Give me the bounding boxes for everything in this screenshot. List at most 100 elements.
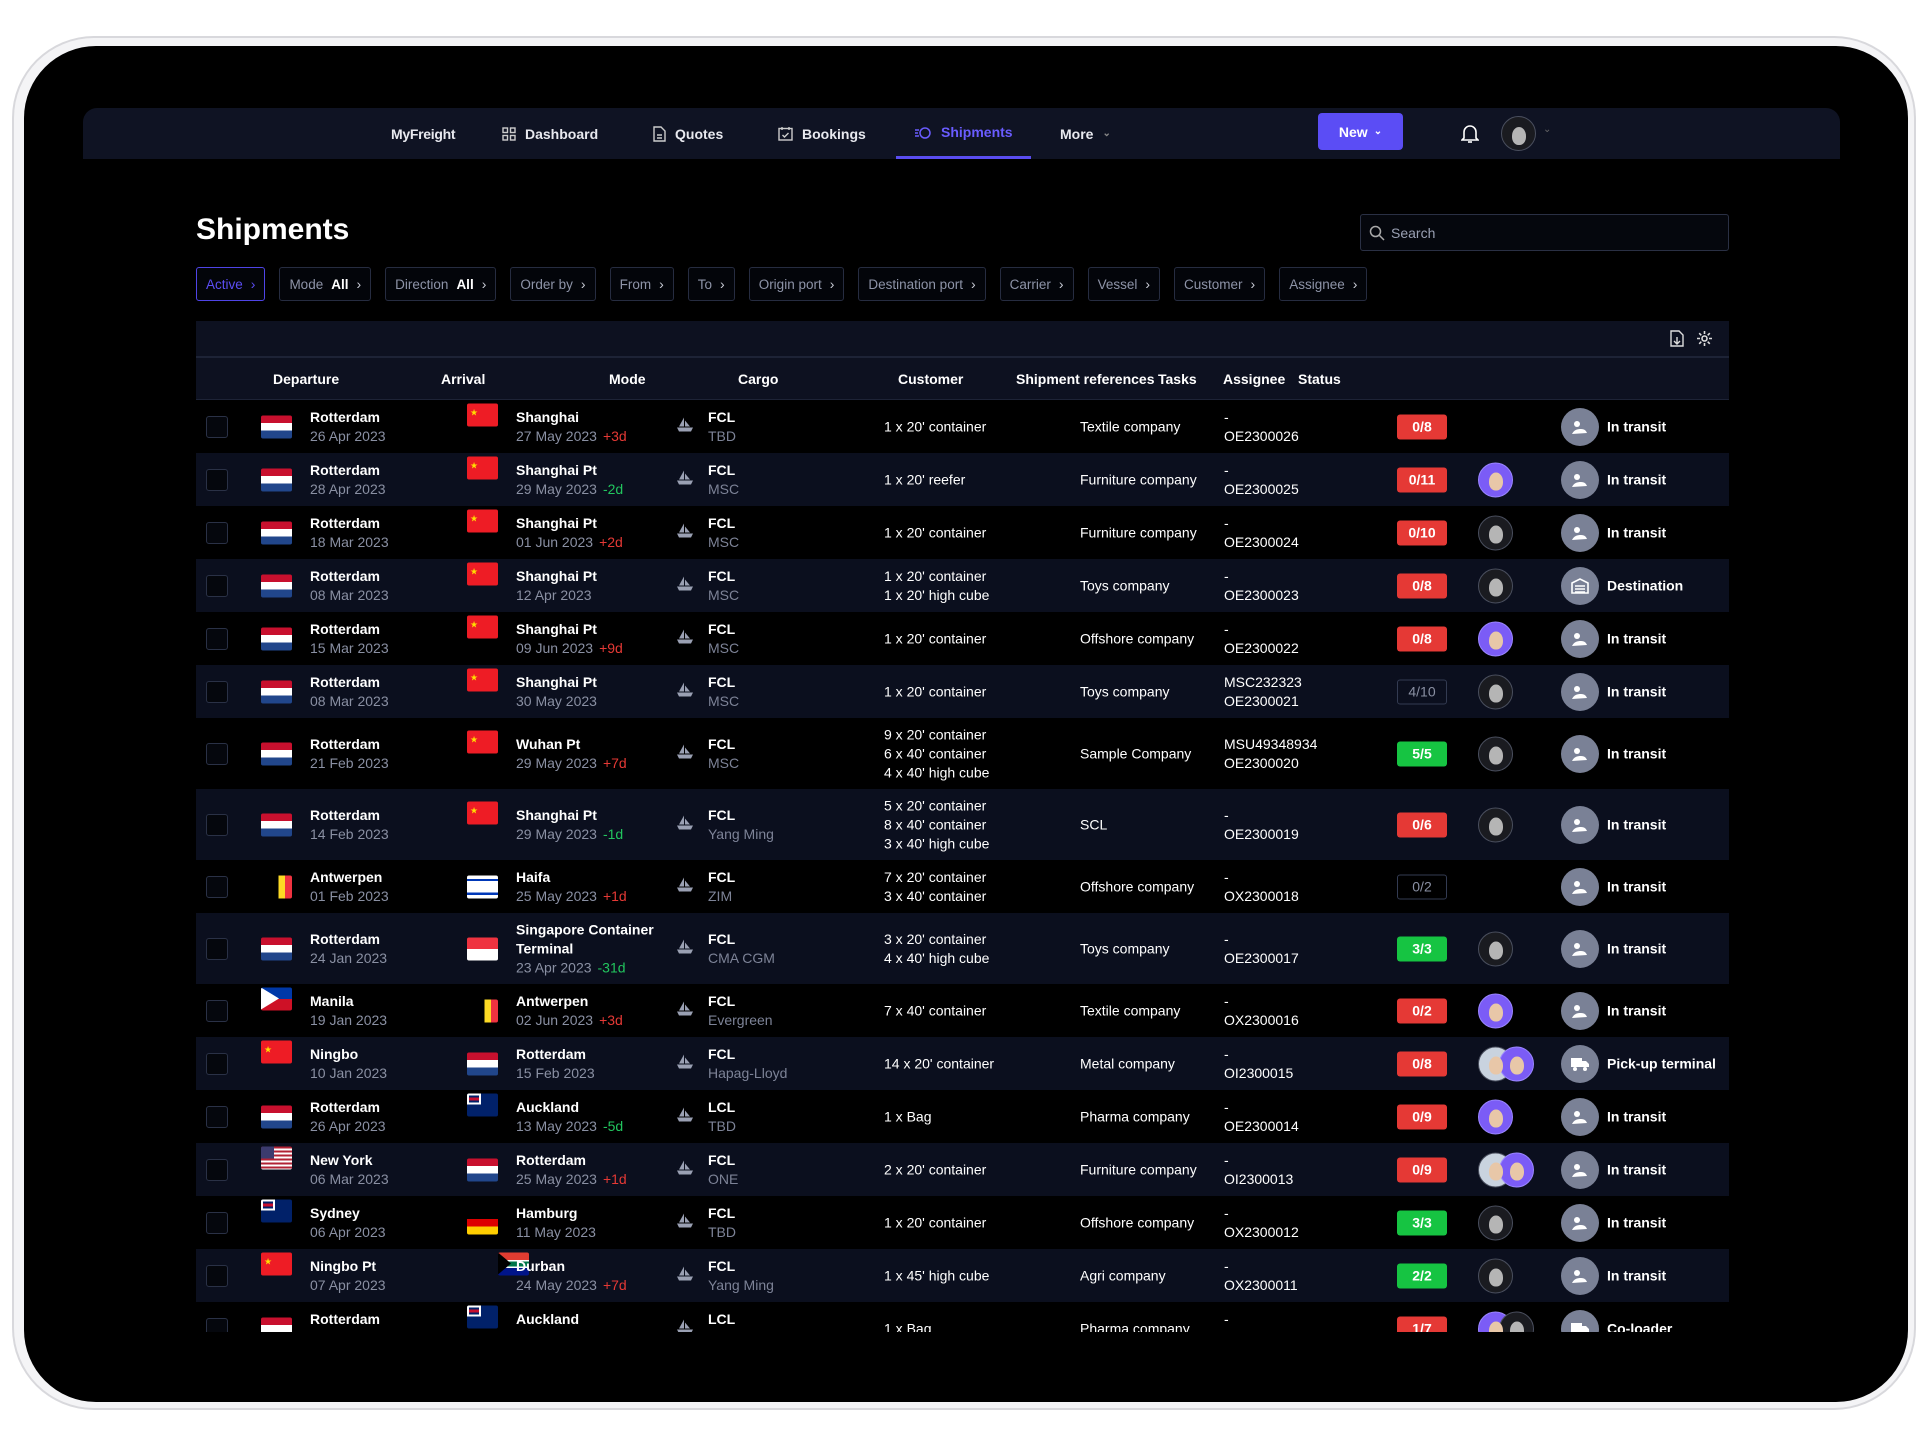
row-checkbox[interactable] bbox=[206, 937, 228, 960]
tasks-badge[interactable]: 3/3 bbox=[1397, 936, 1447, 961]
tasks-badge[interactable]: 0/2 bbox=[1397, 874, 1447, 899]
filter-origin-port[interactable]: Origin port › bbox=[748, 267, 845, 301]
filter-from[interactable]: From › bbox=[609, 267, 674, 301]
row-checkbox[interactable] bbox=[206, 627, 228, 650]
assignee-avatars[interactable] bbox=[1478, 931, 1513, 966]
table-row[interactable]: Rotterdam 05 Mar 2023 Auckland 30 Mar 2023 L… bbox=[196, 1302, 1729, 1332]
column-header-status[interactable]: Status bbox=[1298, 370, 1341, 387]
table-row[interactable]: Rotterdam 08 Mar 2023 Shanghai Pt 30 May 20… bbox=[196, 665, 1729, 718]
filter-customer[interactable]: Customer › bbox=[1174, 267, 1266, 301]
search-box[interactable] bbox=[1360, 214, 1729, 251]
tasks-badge[interactable]: 0/8 bbox=[1397, 1051, 1447, 1076]
assignee-avatars[interactable] bbox=[1478, 736, 1513, 771]
tasks-badge[interactable]: 0/2 bbox=[1397, 998, 1447, 1023]
filter-order-by[interactable]: Order by › bbox=[510, 267, 596, 301]
row-checkbox[interactable] bbox=[206, 1264, 228, 1287]
tasks-badge[interactable]: 0/10 bbox=[1397, 520, 1447, 545]
tasks-badge[interactable]: 0/6 bbox=[1397, 812, 1447, 837]
row-checkbox[interactable] bbox=[206, 521, 228, 544]
table-row[interactable]: Rotterdam 24 Jan 2023 Singapore Container … bbox=[196, 913, 1729, 984]
row-checkbox[interactable] bbox=[206, 813, 228, 836]
assignee-avatars[interactable] bbox=[1478, 1099, 1513, 1134]
tasks-badge[interactable]: 0/11 bbox=[1397, 467, 1447, 492]
table-row[interactable]: Manila 19 Jan 2023 Antwerpen 02 Jun 2023 +3d… bbox=[196, 984, 1729, 1037]
bell-icon[interactable] bbox=[1461, 123, 1479, 144]
column-header-assignee[interactable]: Assignee bbox=[1223, 370, 1286, 387]
table-row[interactable]: Ningbo 10 Jan 2023 Rotterdam 15 Feb 2023 FCL… bbox=[196, 1037, 1729, 1090]
row-checkbox[interactable] bbox=[206, 875, 228, 898]
filter-assignee[interactable]: Assignee › bbox=[1279, 267, 1368, 301]
table-row[interactable]: Rotterdam 08 Mar 2023 Shanghai Pt 12 Apr 20… bbox=[196, 559, 1729, 612]
filter-mode[interactable]: Mode All › bbox=[279, 267, 372, 301]
tasks-badge[interactable]: 0/9 bbox=[1397, 1104, 1447, 1129]
row-checkbox[interactable] bbox=[206, 468, 228, 491]
row-checkbox[interactable] bbox=[206, 1105, 228, 1128]
tasks-badge[interactable]: 5/5 bbox=[1397, 741, 1447, 766]
assignee-avatars[interactable] bbox=[1478, 807, 1513, 842]
new-button[interactable]: New ⌄ bbox=[1318, 113, 1403, 150]
table-row[interactable]: Antwerpen 01 Feb 2023 Haifa 25 May 2023 +1d F… bbox=[196, 860, 1729, 913]
row-checkbox[interactable] bbox=[206, 1317, 228, 1332]
nav-shipments[interactable]: Shipments bbox=[896, 108, 1031, 159]
table-row[interactable]: Sydney 06 Apr 2023 Hamburg 11 May 2023 FCL TB… bbox=[196, 1196, 1729, 1249]
row-checkbox[interactable] bbox=[206, 742, 228, 765]
tasks-badge[interactable]: 0/8 bbox=[1397, 573, 1447, 598]
table-row[interactable]: Rotterdam 21 Feb 2023 Wuhan Pt 29 May 2023 +… bbox=[196, 718, 1729, 789]
assignee-avatars[interactable] bbox=[1478, 1258, 1513, 1293]
nav-more[interactable]: More ⌄ bbox=[1060, 108, 1111, 159]
tasks-badge[interactable]: 3/3 bbox=[1397, 1210, 1447, 1235]
filter-direction[interactable]: Direction All › bbox=[385, 267, 497, 301]
nav-quotes[interactable]: Quotes bbox=[653, 108, 723, 159]
tasks-badge[interactable]: 2/2 bbox=[1397, 1263, 1447, 1288]
filter-vessel[interactable]: Vessel › bbox=[1087, 267, 1161, 301]
assignee-avatars[interactable] bbox=[1478, 993, 1513, 1028]
assignee-avatars[interactable] bbox=[1478, 1311, 1534, 1332]
column-header-customer[interactable]: Customer bbox=[898, 370, 964, 387]
table-row[interactable]: Rotterdam 26 Apr 2023 Shanghai 27 May 2023 +… bbox=[196, 400, 1729, 453]
column-header-tasks[interactable]: Tasks bbox=[1158, 370, 1197, 387]
column-header-arrival[interactable]: Arrival bbox=[441, 370, 486, 387]
tasks-badge[interactable]: 4/10 bbox=[1397, 679, 1447, 704]
table-row[interactable]: Ningbo Pt 07 Apr 2023 Durban 24 May 2023 +7d… bbox=[196, 1249, 1729, 1302]
filter-destination-port[interactable]: Destination port › bbox=[858, 267, 986, 301]
assignee-avatars[interactable] bbox=[1478, 1046, 1534, 1081]
assignee-avatars[interactable] bbox=[1478, 1152, 1534, 1187]
column-header-mode[interactable]: Mode bbox=[609, 370, 646, 387]
filter-carrier[interactable]: Carrier › bbox=[999, 267, 1074, 301]
row-checkbox[interactable] bbox=[206, 415, 228, 438]
assignee-avatars[interactable] bbox=[1478, 1205, 1513, 1240]
row-checkbox[interactable] bbox=[206, 1052, 228, 1075]
row-checkbox[interactable] bbox=[206, 574, 228, 597]
assignee-avatars[interactable] bbox=[1478, 515, 1513, 550]
nav-bookings[interactable]: Bookings bbox=[778, 108, 866, 159]
filter-active[interactable]: Active › bbox=[196, 267, 266, 301]
search-input[interactable] bbox=[1391, 224, 1711, 241]
table-row[interactable]: Rotterdam 26 Apr 2023 Auckland 13 May 2023-… bbox=[196, 1090, 1729, 1143]
row-checkbox[interactable] bbox=[206, 1211, 228, 1234]
column-header-cargo[interactable]: Cargo bbox=[738, 370, 779, 387]
assignee-avatars[interactable] bbox=[1478, 674, 1513, 709]
table-row[interactable]: Rotterdam 28 Apr 2023 Shanghai Pt 29 May 20… bbox=[196, 453, 1729, 506]
filter-to[interactable]: To › bbox=[687, 267, 735, 301]
column-header-shipment-references[interactable]: Shipment references bbox=[1016, 370, 1155, 387]
assignee-avatars[interactable] bbox=[1478, 568, 1513, 603]
tasks-badge[interactable]: 0/9 bbox=[1397, 1157, 1447, 1182]
table-row[interactable]: New York 06 Mar 2023 Rotterdam 25 May 2023 +… bbox=[196, 1143, 1729, 1196]
table-row[interactable]: Rotterdam 14 Feb 2023 Shanghai Pt 29 May 20… bbox=[196, 789, 1729, 860]
gear-icon[interactable] bbox=[1696, 330, 1713, 347]
row-checkbox[interactable] bbox=[206, 999, 228, 1022]
nav-dashboard[interactable]: Dashboard bbox=[502, 108, 598, 159]
tasks-badge[interactable]: 0/8 bbox=[1397, 626, 1447, 651]
assignee-avatars[interactable] bbox=[1478, 462, 1513, 497]
row-checkbox[interactable] bbox=[206, 680, 228, 703]
table-row[interactable]: Rotterdam 18 Mar 2023 Shanghai Pt 01 Jun 20… bbox=[196, 506, 1729, 559]
column-header-departure[interactable]: Departure bbox=[273, 370, 340, 387]
tasks-badge[interactable]: 1/7 bbox=[1397, 1316, 1447, 1332]
tasks-badge[interactable]: 0/8 bbox=[1397, 414, 1447, 439]
user-avatar[interactable] bbox=[1501, 116, 1536, 151]
brand-logo[interactable]: MyFreight bbox=[391, 108, 456, 159]
export-file-icon[interactable] bbox=[1670, 330, 1684, 347]
chevron-down-icon[interactable]: ⌄ bbox=[1543, 124, 1552, 135]
table-row[interactable]: Rotterdam 15 Mar 2023 Shanghai Pt 09 Jun 20… bbox=[196, 612, 1729, 665]
assignee-avatars[interactable] bbox=[1478, 621, 1513, 656]
